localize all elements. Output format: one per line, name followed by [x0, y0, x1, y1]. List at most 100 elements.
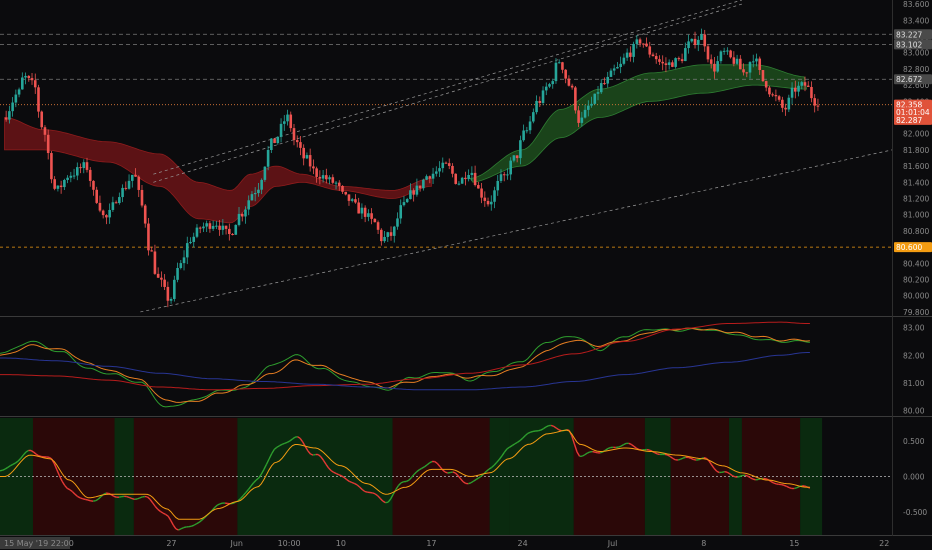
osc2-main-seg — [95, 498, 99, 502]
osc2-main-seg — [183, 526, 187, 529]
candle-body — [150, 250, 153, 252]
candle-body — [561, 62, 564, 70]
candle-body — [574, 87, 577, 111]
osc2-main-seg — [69, 489, 73, 493]
price-tick-label: 81.400 — [903, 178, 929, 187]
osc1-tick-label: 81.00 — [903, 379, 925, 388]
osc1-series-blue — [0, 352, 810, 391]
price-tick-label: 80.000 — [903, 292, 929, 301]
candle-body — [33, 80, 37, 88]
osc2-main-seg — [349, 480, 353, 484]
osc2-main-seg — [79, 497, 84, 500]
candle-body — [350, 199, 354, 201]
candle-body — [27, 75, 31, 79]
candle-body — [567, 78, 571, 86]
osc2-main-seg — [196, 521, 200, 525]
candle-body — [557, 62, 561, 64]
osc2-main-seg — [66, 487, 71, 491]
osc2-main-seg — [180, 526, 184, 530]
candle-body — [632, 43, 635, 57]
candle-body — [30, 78, 34, 81]
candle-body — [234, 224, 238, 235]
candle-body — [635, 39, 639, 44]
osc2-main-seg — [491, 464, 495, 469]
osc2-main-seg — [351, 481, 355, 485]
osc2-main-seg — [82, 498, 86, 501]
candle-body — [764, 81, 768, 88]
osc2-main-seg — [237, 497, 242, 502]
price-tick-label: 79.800 — [903, 308, 929, 317]
candle-body — [396, 218, 399, 227]
candle-body — [716, 61, 719, 72]
candle-body — [781, 99, 784, 108]
osc2-main-seg — [395, 485, 400, 490]
candle-body — [677, 58, 681, 60]
osc2-main-seg — [255, 477, 260, 481]
osc2-main-seg — [172, 524, 177, 530]
candle-body — [11, 102, 14, 112]
osc2-main-seg — [7, 465, 11, 468]
osc1-series-green — [0, 327, 810, 408]
osc2-tick-label: 0.000 — [903, 473, 925, 482]
candle-body — [486, 200, 490, 205]
osc2-main-seg — [85, 498, 89, 501]
price-tick-label: 81.600 — [903, 162, 929, 171]
osc2-main-seg — [191, 524, 195, 527]
candle-body — [305, 155, 309, 159]
ma-cloud-green — [469, 64, 808, 183]
osc1-series-red — [0, 321, 810, 391]
candle-body — [415, 185, 419, 195]
osc2-main-seg — [460, 478, 464, 483]
osc2-main-seg — [498, 455, 503, 460]
osc2-main-seg — [693, 458, 697, 461]
time-tick-label: 8 — [701, 539, 706, 548]
time-tick-label: 22 — [879, 539, 889, 548]
candle-body — [570, 85, 574, 88]
osc2-main-seg — [245, 489, 249, 494]
osc2-main-seg — [633, 445, 637, 449]
candle-body — [105, 215, 108, 218]
candle-body — [134, 174, 137, 177]
candle-body — [354, 199, 357, 203]
osc2-main-seg — [462, 481, 467, 484]
candle-body — [224, 225, 228, 229]
candle-body — [577, 110, 580, 123]
osc2-main-seg — [390, 493, 394, 500]
osc2-main-seg — [152, 502, 156, 507]
osc2-region-green — [237, 418, 393, 535]
candle-body — [360, 207, 364, 214]
osc2-main-seg — [211, 506, 216, 511]
candle-body — [451, 165, 454, 174]
candle-body — [108, 209, 111, 218]
price-badge — [894, 107, 932, 118]
candle-body — [253, 193, 257, 195]
candle-body — [816, 105, 820, 107]
trend-line-2 — [153, 3, 743, 183]
price-badge-label: 82.358 — [896, 101, 922, 110]
osc2-main-seg — [92, 500, 96, 502]
osc2-main-seg — [550, 424, 554, 427]
osc2-main-seg — [457, 475, 462, 480]
candle-body — [82, 162, 86, 169]
osc2-main-seg — [749, 477, 754, 480]
candle-body — [218, 225, 221, 230]
osc2-main-seg — [312, 453, 316, 456]
candle-body — [541, 90, 545, 103]
osc2-main-seg — [703, 457, 707, 459]
osc2-main-seg — [165, 513, 169, 517]
candle-body — [21, 77, 24, 90]
candle-body — [228, 228, 231, 234]
candle-body — [392, 226, 396, 236]
time-tick-label: 10:00 — [278, 539, 301, 548]
osc2-main-seg — [654, 451, 658, 455]
osc2-main-seg — [737, 475, 741, 478]
candle-body — [88, 169, 92, 181]
osc2-main-seg — [20, 454, 24, 459]
candle-body — [590, 103, 593, 106]
osc2-main-seg — [657, 453, 660, 456]
candle-body — [130, 174, 134, 181]
osc2-main-seg — [333, 471, 337, 475]
candle-body — [700, 34, 703, 40]
osc2-main-seg — [273, 446, 278, 450]
